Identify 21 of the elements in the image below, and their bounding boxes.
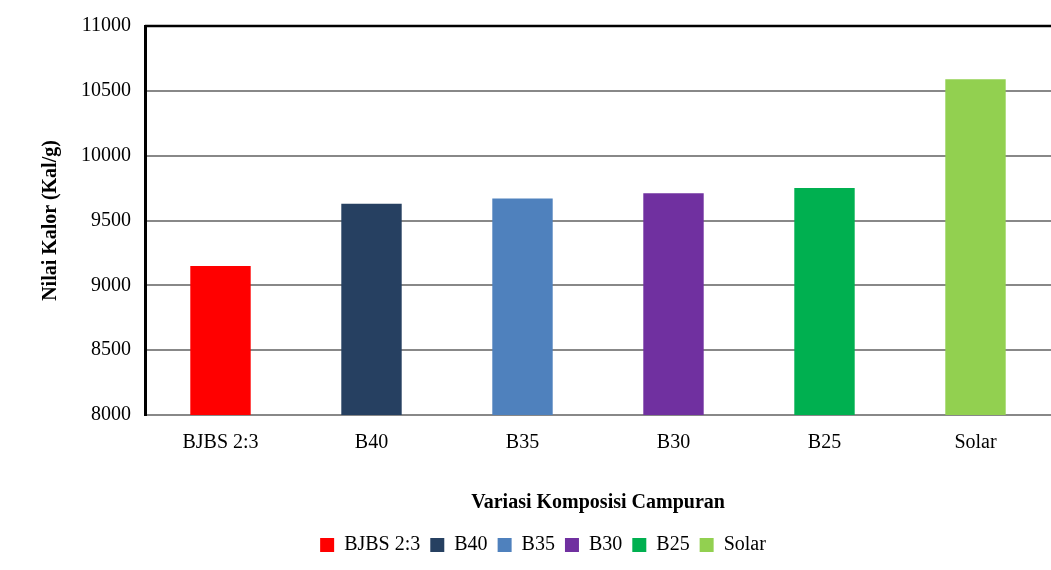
legend-label: B35 [521,532,555,555]
x-tick-label: B25 [807,430,842,453]
x-tick-label: Solar [954,430,997,453]
legend-label: B40 [454,532,488,555]
y-tick-label: 11000 [81,13,131,36]
x-tick-label: BJBS 2:3 [182,430,259,453]
x-tick-label: B40 [354,430,389,453]
x-axis-title: Variasi Komposisi Campuran [471,490,725,514]
legend-label: BJBS 2:3 [344,532,421,555]
legend-label: B25 [656,532,690,555]
y-tick-label: 9000 [91,272,131,295]
legend-label: B30 [588,532,623,555]
y-axis-title: Nilai Kalor (Kal/g) [38,140,62,301]
legend-label: Solar [723,532,767,555]
x-tick-label: B35 [505,430,540,453]
y-tick-label: 8500 [91,337,131,360]
y-tick-label: 10000 [81,142,131,165]
y-tick-label: 8000 [91,402,131,425]
x-tick-label: B30 [656,430,691,453]
y-tick-label: 10500 [81,78,131,101]
y-tick-label: 9500 [91,207,131,230]
